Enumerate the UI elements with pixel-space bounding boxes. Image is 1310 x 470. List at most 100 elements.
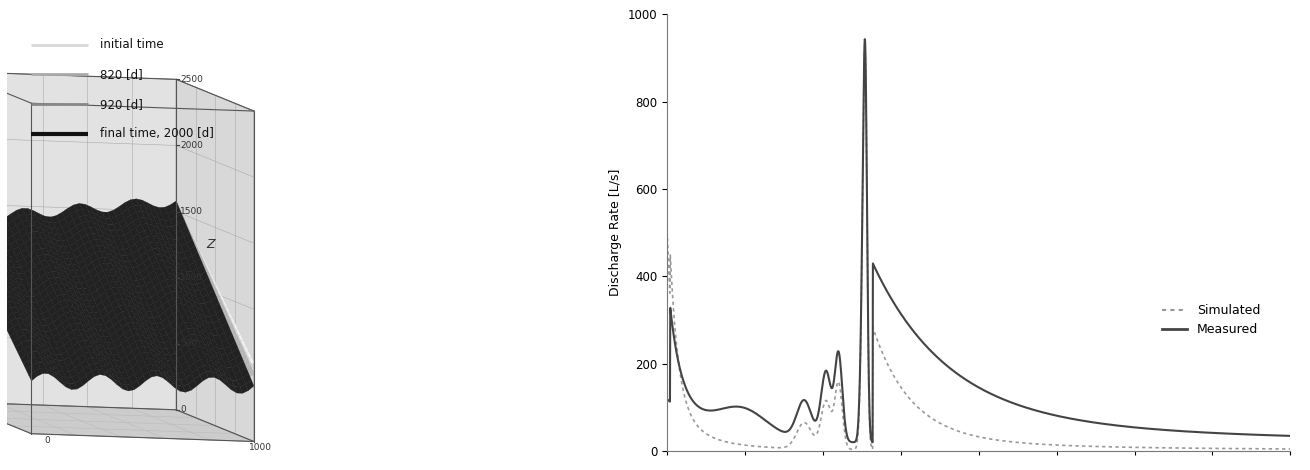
Polygon shape [17,298,25,307]
Polygon shape [183,230,193,240]
Polygon shape [67,362,75,372]
Polygon shape [30,327,38,337]
Polygon shape [232,360,240,365]
Polygon shape [10,331,18,342]
Polygon shape [21,248,30,258]
Polygon shape [151,303,159,311]
Polygon shape [10,306,20,312]
Polygon shape [127,236,135,246]
Polygon shape [88,294,97,302]
Polygon shape [79,318,88,327]
Polygon shape [119,219,127,228]
Polygon shape [50,350,58,357]
Polygon shape [128,363,138,373]
Polygon shape [127,206,136,215]
Polygon shape [97,282,105,292]
Polygon shape [126,368,135,378]
Polygon shape [161,350,169,359]
Polygon shape [219,316,227,327]
Polygon shape [93,323,102,331]
Polygon shape [157,248,166,256]
Polygon shape [115,339,123,349]
Polygon shape [55,265,63,273]
Polygon shape [39,317,47,324]
Polygon shape [38,351,46,359]
Polygon shape [102,282,111,292]
Polygon shape [118,264,126,273]
Polygon shape [30,250,38,259]
Polygon shape [41,247,50,252]
Polygon shape [155,237,164,244]
Polygon shape [47,231,56,239]
Polygon shape [157,349,166,360]
Polygon shape [153,290,162,300]
Polygon shape [179,291,187,299]
Polygon shape [118,324,127,335]
Polygon shape [166,237,176,246]
Polygon shape [159,228,166,237]
Polygon shape [71,225,79,235]
Polygon shape [141,211,151,219]
Polygon shape [79,329,86,336]
Polygon shape [105,284,114,293]
Polygon shape [153,338,161,348]
Polygon shape [159,235,166,243]
Polygon shape [155,248,164,255]
Polygon shape [60,278,68,286]
Polygon shape [134,291,143,300]
Polygon shape [106,240,115,249]
Polygon shape [72,246,81,255]
Polygon shape [62,240,69,247]
Polygon shape [93,334,101,344]
Polygon shape [0,221,3,227]
Polygon shape [134,303,141,312]
Polygon shape [35,247,43,254]
Polygon shape [207,330,215,340]
Polygon shape [94,274,102,285]
Polygon shape [159,219,168,227]
Polygon shape [59,343,67,352]
Polygon shape [130,212,139,221]
Polygon shape [176,292,185,298]
Polygon shape [193,249,200,259]
Polygon shape [132,357,140,368]
Polygon shape [194,295,202,304]
Polygon shape [9,274,17,282]
Polygon shape [207,318,215,326]
Polygon shape [200,350,208,356]
Polygon shape [189,346,198,357]
Polygon shape [85,321,93,332]
Polygon shape [54,285,63,293]
Polygon shape [177,361,186,369]
Polygon shape [200,321,210,330]
Polygon shape [225,363,234,372]
Polygon shape [81,320,90,329]
Polygon shape [0,259,7,268]
Polygon shape [24,269,31,278]
Polygon shape [47,354,55,364]
Polygon shape [177,377,186,384]
Polygon shape [119,286,128,292]
Polygon shape [123,275,131,284]
Polygon shape [110,328,118,337]
Polygon shape [128,270,138,276]
Polygon shape [114,373,123,382]
Polygon shape [41,258,48,266]
Polygon shape [115,353,123,361]
Polygon shape [0,227,5,233]
Polygon shape [81,343,89,351]
Polygon shape [156,220,164,229]
Polygon shape [80,291,88,298]
Polygon shape [181,361,189,372]
Polygon shape [130,342,138,351]
Polygon shape [28,329,35,338]
Polygon shape [25,214,33,219]
Polygon shape [0,221,3,227]
Polygon shape [138,292,145,299]
Polygon shape [152,245,160,252]
Polygon shape [200,266,208,276]
Polygon shape [43,353,52,363]
Polygon shape [0,290,5,298]
Polygon shape [50,340,59,347]
Polygon shape [64,357,72,366]
